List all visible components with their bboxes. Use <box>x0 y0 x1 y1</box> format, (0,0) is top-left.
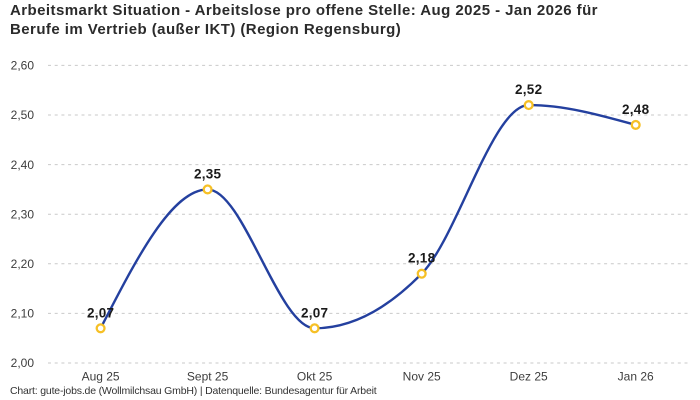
svg-text:2,40: 2,40 <box>11 158 35 172</box>
svg-text:2,52: 2,52 <box>515 82 542 97</box>
svg-text:Dez 25: Dez 25 <box>510 370 548 384</box>
svg-text:2,50: 2,50 <box>11 108 35 122</box>
svg-text:2,35: 2,35 <box>194 166 222 181</box>
svg-text:2,60: 2,60 <box>11 59 35 73</box>
svg-text:2,30: 2,30 <box>11 207 35 221</box>
svg-text:2,10: 2,10 <box>11 307 35 321</box>
svg-text:2,00: 2,00 <box>11 356 35 370</box>
svg-text:2,07: 2,07 <box>87 305 114 320</box>
svg-text:Okt 25: Okt 25 <box>297 370 333 384</box>
svg-text:2,48: 2,48 <box>622 102 650 117</box>
svg-text:Aug 25: Aug 25 <box>82 370 120 384</box>
svg-text:2,18: 2,18 <box>408 251 436 266</box>
svg-text:2,07: 2,07 <box>301 305 328 320</box>
svg-text:Nov 25: Nov 25 <box>403 370 441 384</box>
svg-text:Jan 26: Jan 26 <box>618 370 654 384</box>
svg-text:Sept 25: Sept 25 <box>187 370 229 384</box>
svg-text:2,20: 2,20 <box>11 257 35 271</box>
